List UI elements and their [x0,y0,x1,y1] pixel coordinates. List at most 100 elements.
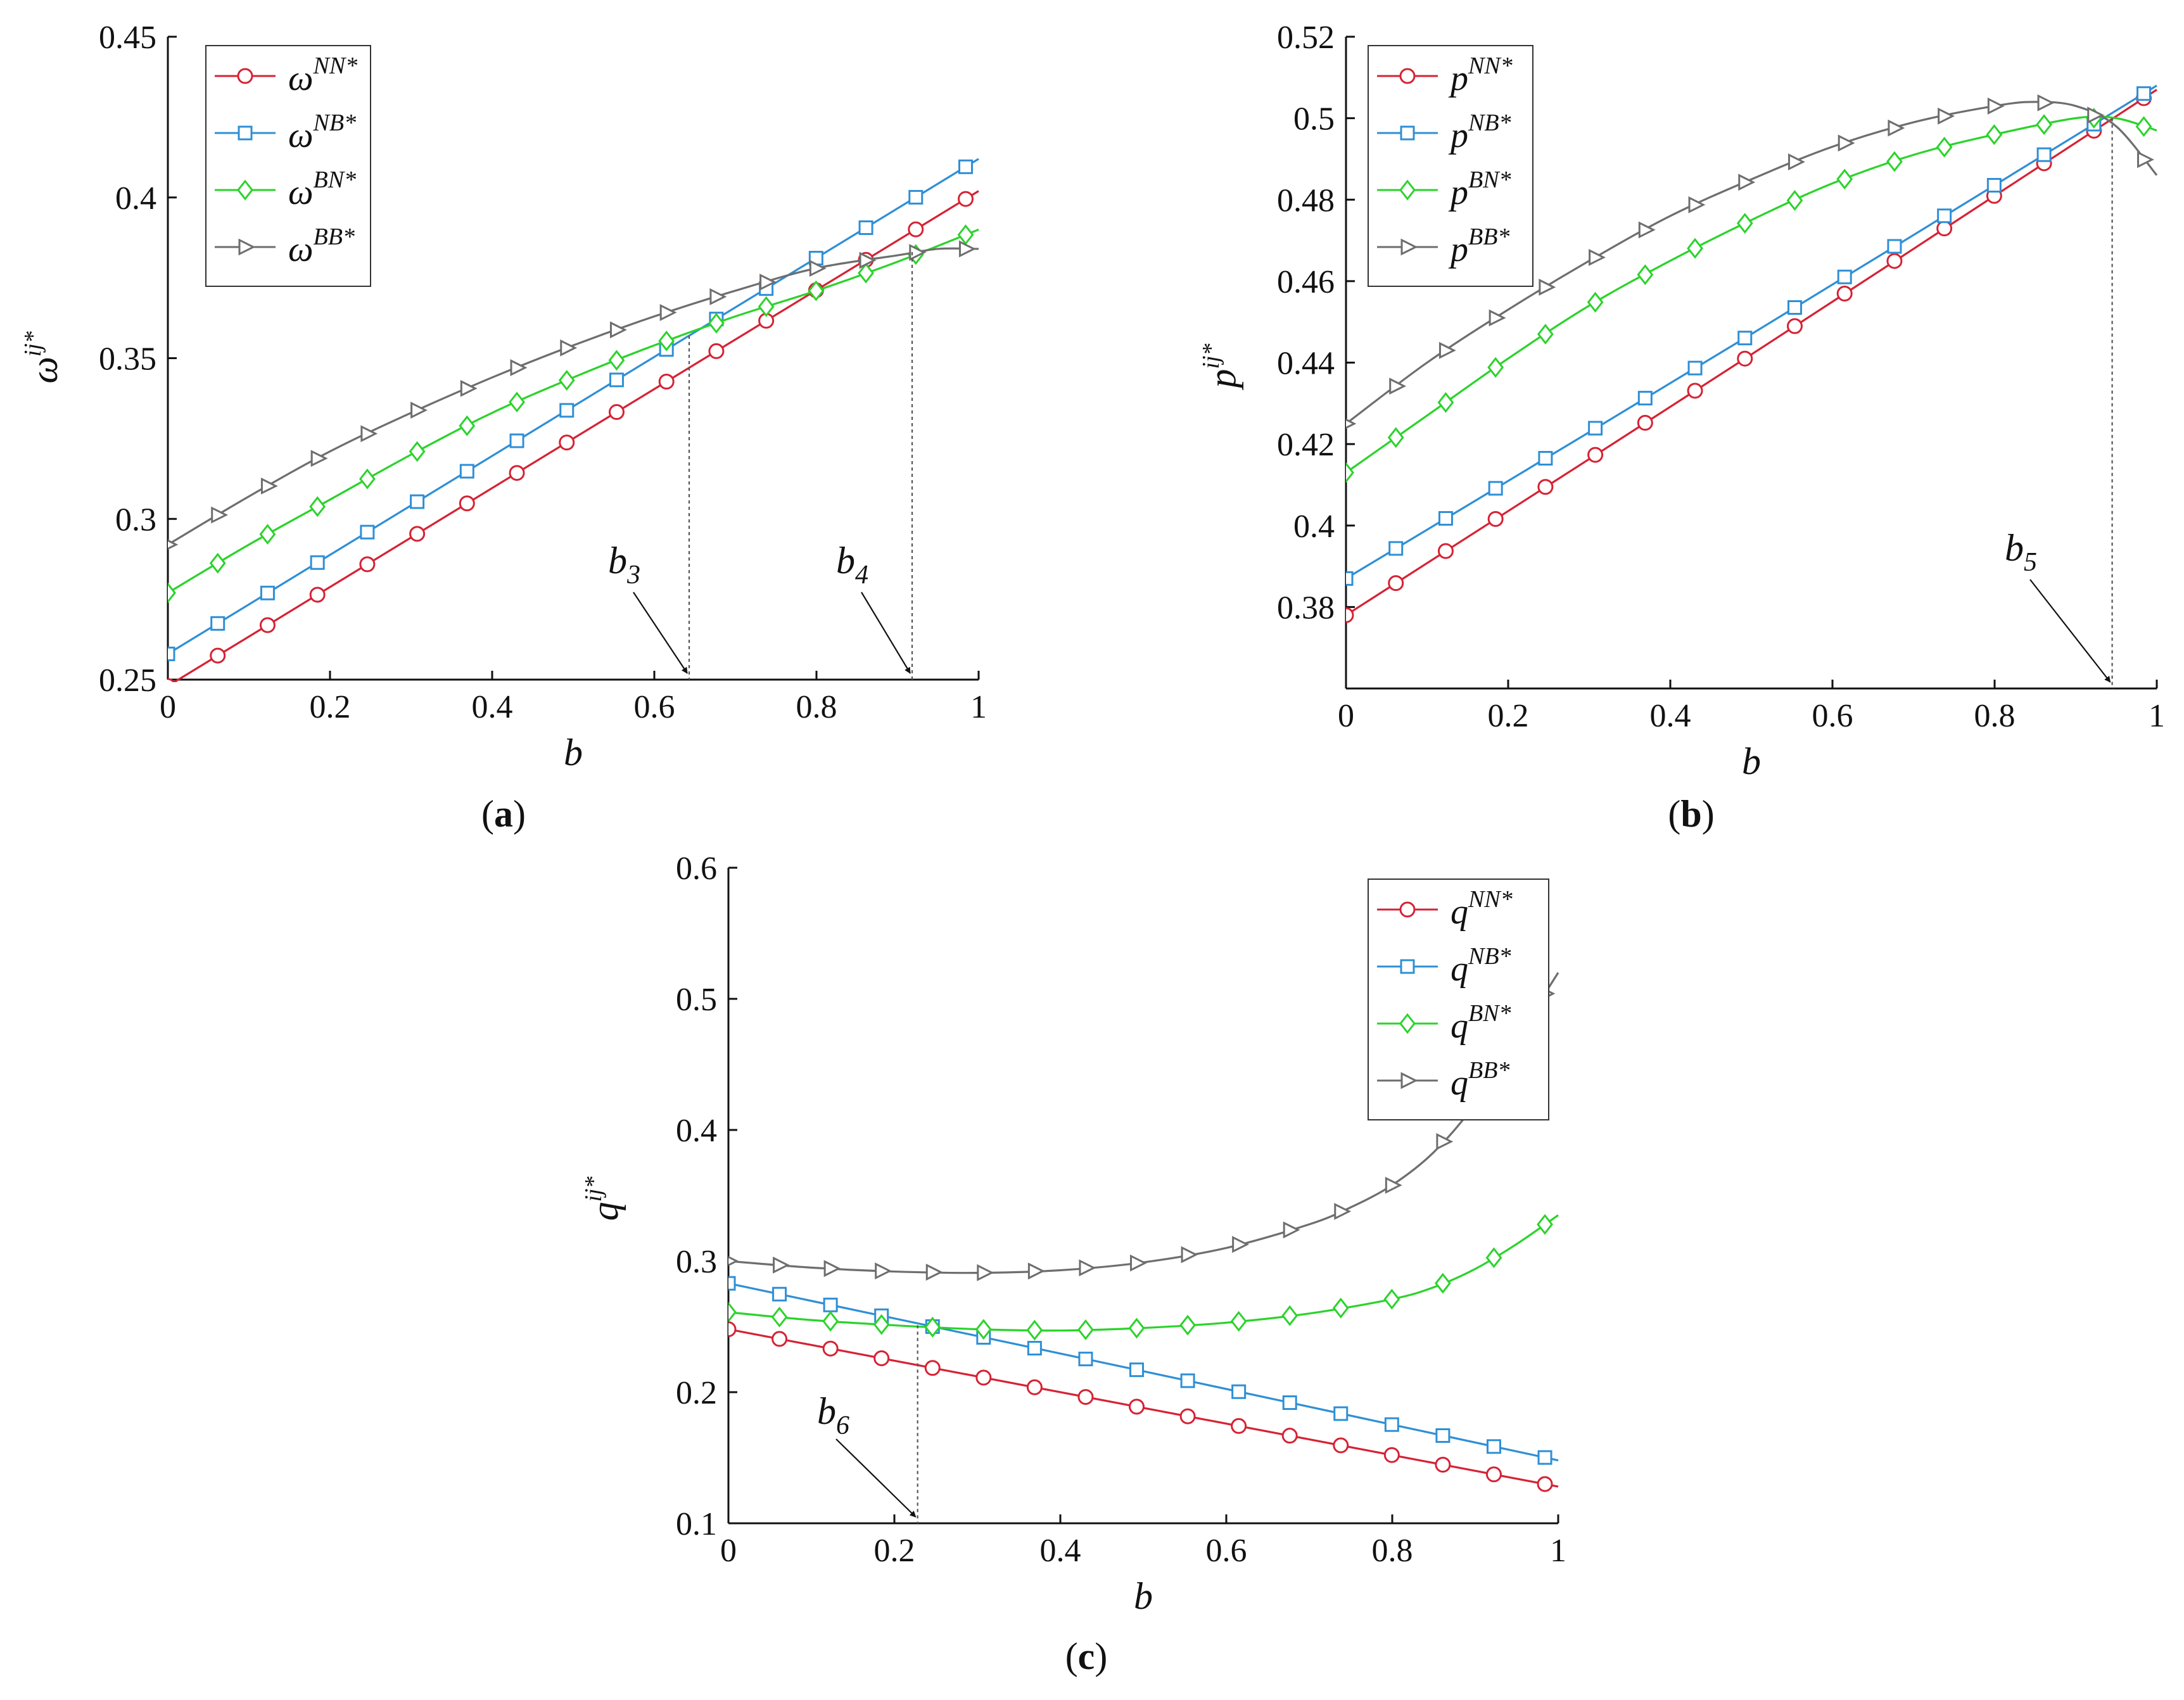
data-point-BN [1179,1314,1196,1336]
data-point-NN [1587,447,1604,463]
annotation-sub: 4 [855,561,868,590]
y-axis-label: pij* [1198,343,1243,390]
annotation-arrow-b6 [835,1438,917,1518]
data-point-NB [168,646,175,661]
x-tick-label: 0.6 [1206,1533,1247,1569]
annotation-arrow-b4 [861,592,911,674]
series-BN [168,224,979,604]
data-point-NN [168,678,175,682]
data-point-BN [1537,324,1554,345]
data-point-BN [359,468,376,490]
y-tick-label: 0.52 [1277,20,1335,56]
x-tick-label: 0.2 [1488,698,1529,734]
data-point-BB [211,506,229,524]
annotation-label-b3: b3 [608,540,640,590]
data-point-BN [957,224,974,246]
data-point-BB [1346,418,1357,429]
data-point-NB [1282,1395,1297,1411]
legend: ωNN*ωNB*ωBN*ωBB* [205,45,371,287]
series-BN [1346,108,2157,483]
data-point-BN [1886,151,1903,172]
x-tick-label: 0 [720,1533,737,1569]
legend-label-base: p [1448,173,1468,212]
series-NN [728,1321,1559,1492]
data-point-BB [1888,119,1905,137]
data-point-BN [2036,114,2052,136]
data-point-BN [1786,190,1803,211]
data-point-BN [1077,1319,1094,1340]
legend-marker-NN [1399,68,1416,84]
legend-label-base: p [1448,230,1468,269]
data-point-NB [1588,421,1603,436]
legend-label-BN: pBN* [1448,167,1511,212]
legend-marker-BN [1399,1013,1416,1034]
data-point-NN [1026,1379,1043,1395]
data-point-BB [859,251,877,269]
data-point-NB [360,524,375,540]
data-point-BN [509,391,525,413]
legend-label-sup: NB* [313,110,357,136]
caption-paren-close: ) [1702,793,1715,835]
data-point-BB [1589,248,1606,266]
data-point-BN [1736,213,1753,234]
annotation-base: b [817,1390,836,1432]
data-point-BB [560,339,578,357]
data-point-NN [908,221,924,238]
data-point-BB [510,359,528,376]
data-point-NB [1027,1341,1042,1356]
data-point-NB [1486,1439,1501,1454]
data-point-NN [459,495,475,512]
data-point-NB [958,159,974,174]
data-point-NB [2136,86,2152,101]
plot-area [168,158,979,682]
legend-marker-BN [237,179,253,201]
data-point-BN [873,1314,890,1335]
data-point-NN [1129,1399,1145,1415]
y-tick-label: 0.4 [1293,509,1335,545]
data-point-BB [1283,1221,1300,1239]
legend-label-base: q [1451,1006,1468,1046]
y-tick-label: 0.5 [1293,101,1335,137]
data-point-BN [168,582,176,604]
y-axis-label-base: q [584,1202,626,1221]
annotation-label-b5: b5 [2005,527,2037,577]
caption-paren-open: ( [481,793,494,835]
data-point-NB [908,189,924,205]
data-point-BN [771,1306,788,1328]
data-point-BB [1638,221,1656,239]
legend-label-NN: ωNN* [288,53,357,98]
y-tick-label: 0.46 [1277,264,1335,300]
data-point-NN [1886,253,1903,269]
data-point-BN [209,552,226,574]
data-point-BB [1334,1203,1352,1221]
data-point-BN [1485,1247,1502,1269]
data-point-NB [459,464,474,479]
data-point-BB [260,477,278,495]
y-tick-label: 0.5 [676,982,717,1018]
data-point-NB [260,585,275,600]
x-tick-label: 0.8 [796,689,837,725]
series-line-BN [1346,115,2157,474]
data-point-NB [1346,571,1354,586]
data-point-NN [822,1340,839,1357]
data-point-NN [409,526,426,542]
y-tick-label: 0.3 [115,502,156,538]
data-point-BB [1539,278,1556,296]
data-point-NB [1787,300,1802,315]
data-point-BB [360,425,378,443]
data-point-NN [1936,220,1953,237]
data-point-NN [975,1369,992,1386]
data-point-NN [958,191,974,207]
data-point-BB [728,1255,739,1267]
legend-label-BB: ωBB* [288,224,355,269]
data-point-NB [772,1286,787,1302]
data-point-NN [210,647,226,664]
legend-label-sup: NB* [1468,110,1511,136]
data-point-NB [1737,331,1753,346]
data-point-BN [409,441,426,462]
data-point-BB [925,1264,943,1281]
data-point-BN [1836,168,1853,190]
data-point-NN [559,435,575,451]
data-point-NN [1383,1447,1400,1463]
data-point-BB [1130,1254,1147,1272]
